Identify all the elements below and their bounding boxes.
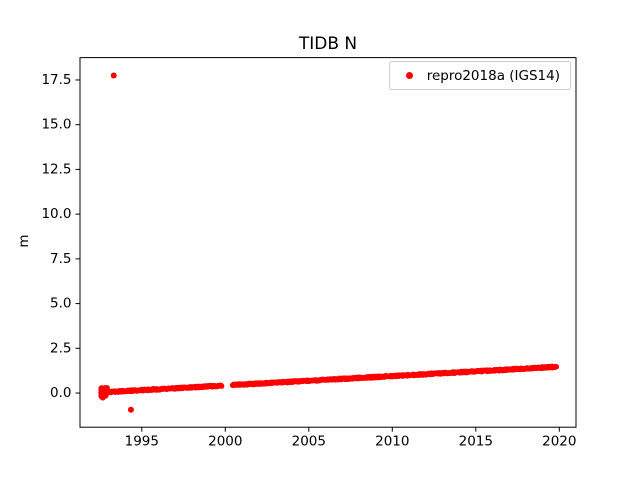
y-tick-label: 15.0 <box>41 117 71 133</box>
x-tick-label: 2015 <box>459 433 493 449</box>
legend-marker-dot-icon <box>405 72 413 79</box>
legend-label: repro2018a (IGS14) <box>426 67 560 84</box>
y-tick-label: 7.5 <box>50 251 71 267</box>
chart-title: TIDB N <box>298 34 358 54</box>
data-point <box>219 383 225 389</box>
y-tick-label: 2.5 <box>50 340 71 356</box>
y-axis-label: m <box>16 234 32 248</box>
x-tick-label: 2020 <box>542 433 576 449</box>
x-tick-label: 2005 <box>292 433 326 449</box>
y-tick-label: 10.0 <box>41 206 71 222</box>
axes-frame <box>79 57 577 428</box>
y-tick-label: 12.5 <box>41 161 71 177</box>
y-tick-label: 0.0 <box>50 385 71 401</box>
data-point <box>554 364 560 370</box>
scatter-series <box>98 72 560 413</box>
x-tick-label: 1995 <box>125 433 159 449</box>
y-tick-label: 17.5 <box>41 72 71 88</box>
x-tick-label: 2010 <box>375 433 409 449</box>
data-point <box>100 390 106 395</box>
x-axis-ticks: 1995 2000 2005 2010 2015 2020 <box>125 427 576 449</box>
y-axis-ticks: 0.0 2.5 5.0 7.5 10.0 12.5 15.0 17.5 <box>41 72 80 401</box>
y-tick-label: 5.0 <box>50 296 71 312</box>
outlier-point <box>110 72 117 79</box>
outlier-point <box>127 406 134 413</box>
axes-spines <box>79 57 577 428</box>
x-tick-label: 2000 <box>208 433 242 449</box>
legend: repro2018a (IGS14) <box>388 61 571 90</box>
